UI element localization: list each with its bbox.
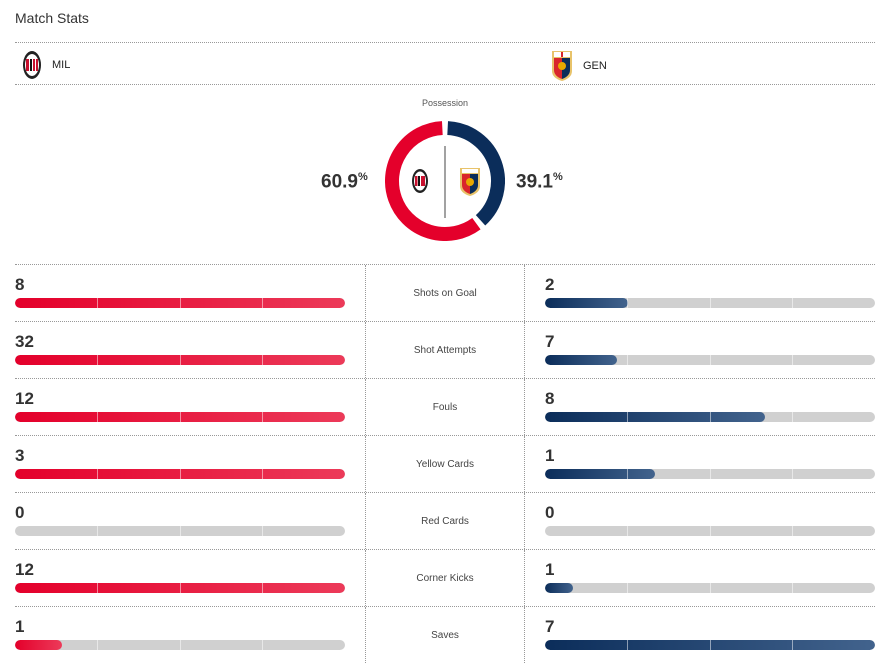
divider bbox=[15, 84, 875, 85]
away-stat-bar bbox=[545, 640, 875, 650]
stat-row: 0 Red Cards 0 bbox=[15, 492, 875, 549]
home-stat-value: 1 bbox=[15, 617, 25, 636]
home-stat-value: 12 bbox=[15, 389, 34, 408]
away-stat-value: 8 bbox=[545, 389, 555, 408]
away-stat-value: 0 bbox=[545, 503, 555, 522]
home-stat-value: 8 bbox=[15, 275, 25, 294]
away-stat-bar bbox=[545, 355, 875, 365]
home-stat-value: 0 bbox=[15, 503, 25, 522]
possession-donut bbox=[385, 121, 505, 241]
home-stat-bar bbox=[15, 526, 345, 536]
page-title: Match Stats bbox=[15, 10, 89, 26]
away-stat-value: 7 bbox=[545, 617, 555, 636]
stat-row: 1 Saves 7 bbox=[15, 606, 875, 663]
stats-table: 8 Shots on Goal 2 32 Shot Attempts 7 12 … bbox=[15, 264, 875, 663]
home-possession: 60.9% bbox=[321, 171, 368, 193]
divider bbox=[15, 42, 875, 43]
home-possession-arc bbox=[385, 121, 481, 241]
home-stat-bar bbox=[15, 412, 345, 422]
stat-label: Fouls bbox=[365, 379, 525, 435]
stat-label: Corner Kicks bbox=[365, 550, 525, 606]
stat-label: Red Cards bbox=[365, 493, 525, 549]
genoa-crest-icon bbox=[552, 51, 572, 81]
home-stat-value: 3 bbox=[15, 446, 25, 465]
away-stat-value: 2 bbox=[545, 275, 555, 294]
away-possession: 39.1% bbox=[516, 171, 563, 193]
home-stat-bar bbox=[15, 640, 345, 650]
home-team-abbr: MIL bbox=[52, 59, 71, 71]
away-team: GEN bbox=[551, 50, 607, 82]
stat-row: 12 Fouls 8 bbox=[15, 378, 875, 435]
stat-row: 3 Yellow Cards 1 bbox=[15, 435, 875, 492]
milan-crest-icon bbox=[412, 169, 428, 193]
milan-crest-icon bbox=[23, 51, 41, 79]
away-stat-bar bbox=[545, 412, 875, 422]
away-team-abbr: GEN bbox=[583, 60, 607, 72]
stat-label: Shot Attempts bbox=[365, 322, 525, 378]
away-stat-bar bbox=[545, 583, 875, 593]
stat-label: Shots on Goal bbox=[365, 265, 525, 321]
home-stat-bar bbox=[15, 583, 345, 593]
home-stat-bar bbox=[15, 469, 345, 479]
home-stat-bar bbox=[15, 355, 345, 365]
stat-row: 12 Corner Kicks 1 bbox=[15, 549, 875, 606]
away-stat-value: 1 bbox=[545, 560, 555, 579]
home-team: MIL bbox=[22, 50, 70, 80]
away-stat-bar bbox=[545, 298, 875, 308]
genoa-crest-icon bbox=[460, 168, 480, 196]
away-stat-value: 7 bbox=[545, 332, 555, 351]
away-possession-arc bbox=[447, 121, 505, 226]
home-stat-value: 32 bbox=[15, 332, 34, 351]
away-stat-value: 1 bbox=[545, 446, 555, 465]
away-stat-bar bbox=[545, 469, 875, 479]
home-stat-bar bbox=[15, 298, 345, 308]
stat-label: Saves bbox=[365, 607, 525, 663]
home-stat-value: 12 bbox=[15, 560, 34, 579]
stat-row: 32 Shot Attempts 7 bbox=[15, 321, 875, 378]
possession-title: Possession bbox=[421, 98, 469, 108]
stat-row: 8 Shots on Goal 2 bbox=[15, 264, 875, 321]
stat-label: Yellow Cards bbox=[365, 436, 525, 492]
away-stat-bar bbox=[545, 526, 875, 536]
